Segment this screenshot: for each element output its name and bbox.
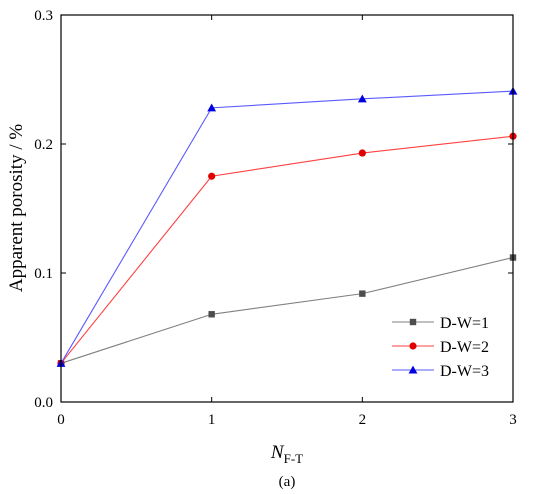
series-1-point-2 [359, 290, 366, 297]
legend-marker-2 [409, 342, 417, 350]
x-tick-label-2: 2 [359, 412, 367, 428]
series-3-point-1 [207, 103, 217, 112]
series-1-line [60, 256, 514, 364]
series-2-point-2 [358, 149, 366, 157]
plot-area-frame [60, 14, 514, 403]
y-tick-label-3: 0.3 [34, 8, 53, 24]
legend: D-W=1 D-W=2 D-W=3 [392, 315, 489, 380]
legend-label-2: D-W=2 [440, 339, 489, 356]
legend-label-3: D-W=3 [440, 363, 489, 380]
series-3-line [60, 90, 514, 364]
y-axis-title: Apparent porosity / % [6, 124, 27, 293]
x-tick-label-0: 0 [57, 412, 65, 428]
x-axis-title-subscript: F-T [284, 451, 304, 466]
x-tick-label-3: 3 [509, 412, 517, 428]
y-tick-label-2: 0.2 [34, 137, 53, 153]
legend-marker-3 [408, 365, 418, 374]
x-tick-label-1: 1 [208, 412, 216, 428]
legend-entry-2: D-W=2 [392, 339, 489, 356]
legend-marker-1 [409, 318, 417, 326]
legend-entry-3: D-W=3 [392, 363, 489, 380]
x-axis-title: NF-T [270, 442, 303, 466]
legend-entry-1: D-W=1 [392, 315, 489, 332]
series-1-point-1 [208, 311, 215, 318]
figure-caption: (a) [279, 474, 296, 490]
y-tick-label-0: 0.0 [34, 395, 53, 411]
x-axis-title-main: N [270, 442, 285, 463]
legend-label-1: D-W=1 [440, 315, 489, 332]
y-tick-label-1: 0.1 [34, 266, 53, 282]
series-2-line [60, 135, 514, 364]
series-3-point-2 [357, 94, 367, 103]
series-2-point-1 [208, 172, 216, 180]
